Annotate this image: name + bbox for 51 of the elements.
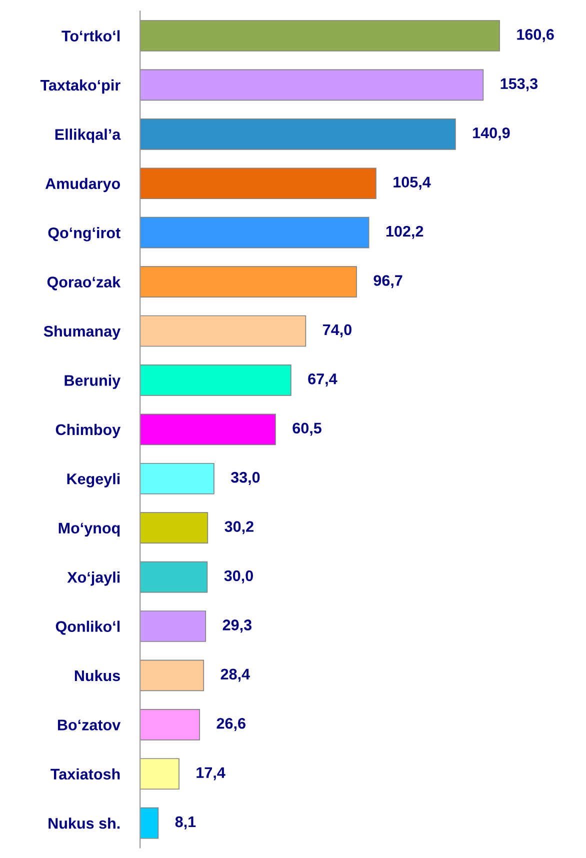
y-tick-label: Nukus sh. xyxy=(48,818,120,829)
y-tick-label: Kegeyli xyxy=(67,473,120,488)
data-label: 160,6 xyxy=(517,29,554,42)
y-tick-label: Xo‘jayli xyxy=(67,572,120,586)
bar xyxy=(140,216,370,248)
data-label: 26,6 xyxy=(216,718,246,731)
data-label: 30,0 xyxy=(224,570,253,584)
y-tick-label: Chimboy xyxy=(56,424,121,438)
bar xyxy=(140,561,208,593)
data-label: 153,3 xyxy=(500,78,538,92)
bar xyxy=(140,69,484,101)
bar xyxy=(140,364,292,396)
data-label: 74,0 xyxy=(323,324,352,338)
bar xyxy=(140,414,276,446)
data-label: 30,2 xyxy=(224,521,254,534)
bar xyxy=(140,315,306,347)
data-label: 17,4 xyxy=(196,767,226,780)
y-tick-label: Shumanay xyxy=(44,325,121,340)
bar xyxy=(140,20,500,52)
data-label: 28,4 xyxy=(220,668,250,682)
y-tick-label: Qorao‘zak xyxy=(47,276,121,290)
bar xyxy=(140,168,376,200)
data-label: 33,0 xyxy=(230,472,260,485)
data-label: 96,7 xyxy=(374,275,402,288)
data-label: 102,2 xyxy=(386,226,424,239)
data-label: 67,4 xyxy=(308,374,338,387)
y-tick-label: Taxiatosh xyxy=(50,768,120,780)
y-tick-label: Qonliko‘l xyxy=(56,620,120,635)
y-tick-label: Ellikqal’a xyxy=(55,128,121,143)
data-label: 8,1 xyxy=(175,816,196,830)
data-label: 60,5 xyxy=(292,422,322,436)
bar xyxy=(140,660,204,692)
bar xyxy=(140,462,214,494)
bar xyxy=(140,266,357,298)
bar xyxy=(140,807,159,839)
y-tick-label: Taxtako‘pir xyxy=(40,79,120,94)
data-label: 29,3 xyxy=(222,620,252,633)
y-tick-label: Nukus xyxy=(74,670,120,682)
y-tick-label: Mo‘ynoq xyxy=(58,522,120,537)
data-label: 140,9 xyxy=(473,127,510,140)
y-tick-label: Qo‘ng‘irot xyxy=(48,227,120,242)
y-tick-label: Beruniy xyxy=(64,374,121,389)
y-tick-label: To‘rtko‘l xyxy=(62,30,120,42)
y-tick-label: Bo‘zatov xyxy=(58,720,121,730)
bar xyxy=(140,709,200,740)
y-tick-label: Amudaryo xyxy=(45,178,120,192)
bar xyxy=(140,512,208,544)
data-label: 105,4 xyxy=(394,176,431,190)
bar xyxy=(140,758,180,790)
bar xyxy=(140,610,206,642)
bar xyxy=(140,118,456,150)
